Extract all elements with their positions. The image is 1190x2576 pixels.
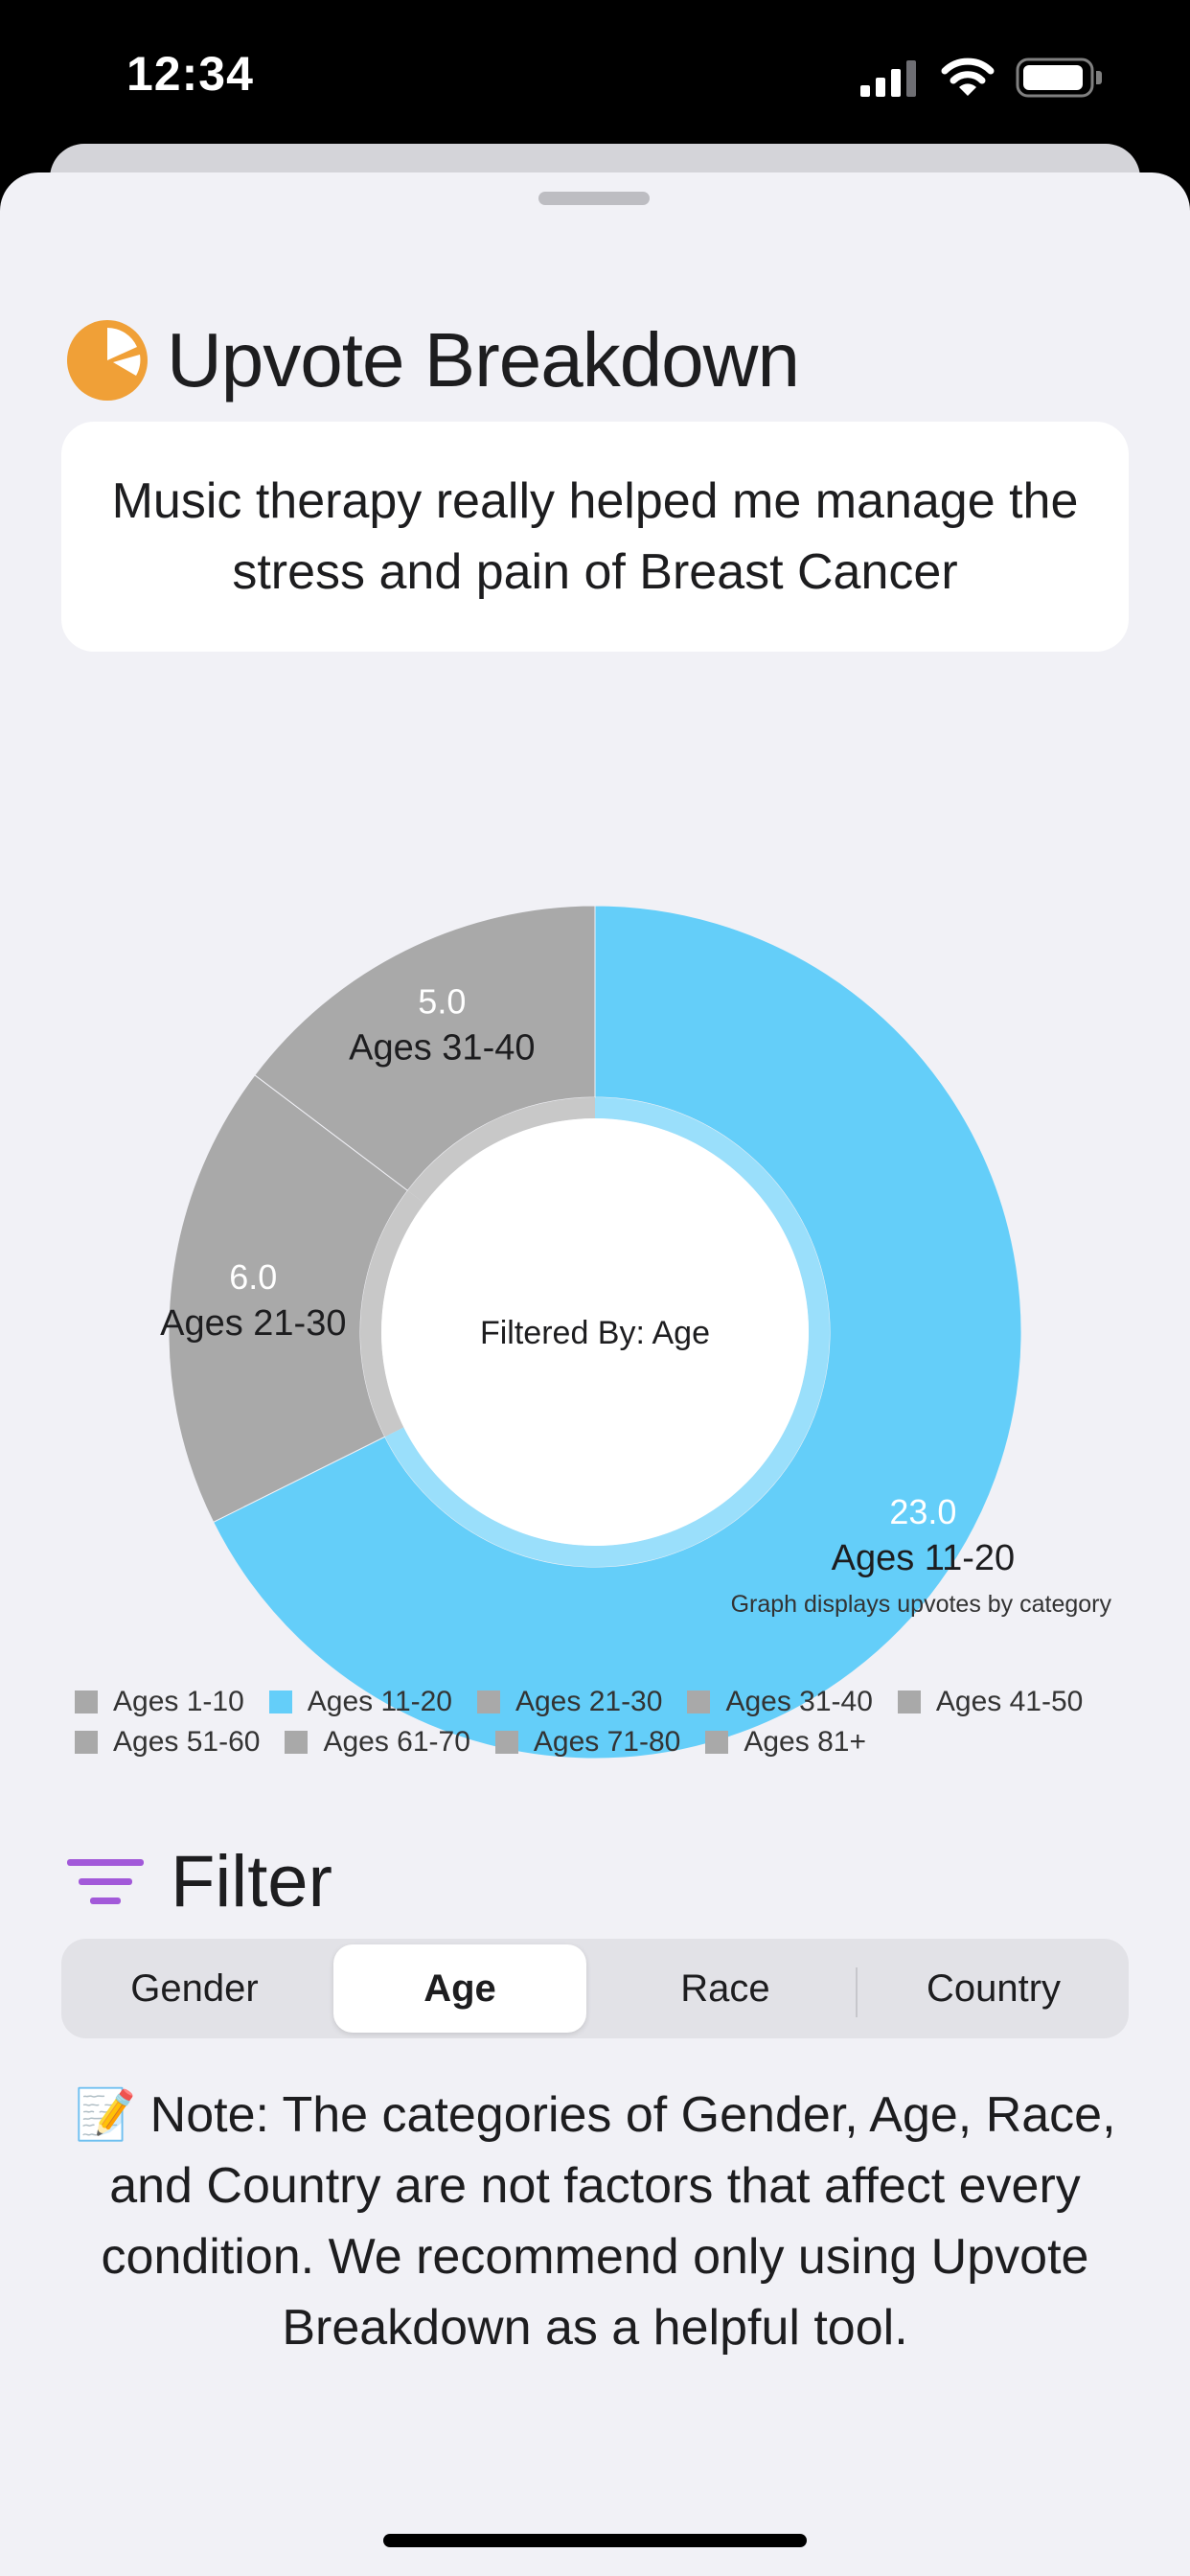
donut-inner-ring xyxy=(360,1190,425,1438)
chart-legend: Ages 1-10 Ages 11-20 Ages 21-30 Ages 31-40 A… xyxy=(75,1685,1129,1760)
legend-swatch xyxy=(476,1690,500,1714)
post-text: Music therapy really helped me manage th… xyxy=(111,473,1079,600)
legend-label: Ages 51-60 xyxy=(113,1726,261,1758)
donut-center-label: Filtered By: Age xyxy=(480,1315,710,1351)
legend-label: Ages 1-10 xyxy=(113,1686,244,1717)
chart-caption: Graph displays upvotes by category xyxy=(730,1591,1111,1618)
legend-label: Ages 21-30 xyxy=(515,1686,663,1717)
wifi-icon xyxy=(941,58,995,96)
slice-value-label: 5.0 xyxy=(418,981,466,1021)
legend-swatch xyxy=(285,1731,309,1754)
legend-label: Ages 81+ xyxy=(744,1726,866,1758)
upvote-breakdown-sheet: Upvote Breakdown Music therapy really he… xyxy=(0,172,1190,2576)
memo-icon: 📝 xyxy=(74,2087,137,2143)
legend-label: Ages 61-70 xyxy=(323,1726,470,1758)
upvote-donut-chart: 23.0 Ages 11-20 6.0 Ages 21-30 5.0 Ages 31-40… xyxy=(160,905,1022,1760)
cellular-signal-icon xyxy=(860,60,916,97)
slice-value-label: 23.0 xyxy=(889,1492,956,1531)
segment-gender-label: Gender xyxy=(130,1966,259,2010)
legend-swatch xyxy=(75,1690,98,1714)
filter-header: Filter xyxy=(67,1840,332,1923)
slice-category-label: Ages 21-30 xyxy=(160,1303,346,1344)
legend-item: Ages 71-80 xyxy=(494,1725,681,1760)
legend-item: Ages 41-50 xyxy=(897,1685,1084,1719)
battery-icon xyxy=(1016,58,1102,98)
sheet-grabber[interactable] xyxy=(538,192,650,205)
segment-age-label: Age xyxy=(423,1966,496,2010)
status-bar: 12:34 xyxy=(0,0,1190,163)
legend-item: Ages 81+ xyxy=(705,1725,866,1760)
note-text: Note: The categories of Gender, Age, Rac… xyxy=(101,2087,1116,2356)
donut-center xyxy=(381,1118,809,1546)
segment-divider xyxy=(856,1967,858,2017)
title-row: Upvote Breakdown xyxy=(67,316,800,404)
legend-label: Ages 71-80 xyxy=(533,1726,681,1758)
segment-race-label: Race xyxy=(680,1966,770,2010)
slice-value-label: 6.0 xyxy=(229,1257,277,1297)
legend-swatch xyxy=(494,1731,518,1754)
legend-label: Ages 31-40 xyxy=(725,1686,873,1717)
status-time: 12:34 xyxy=(126,47,254,101)
legend-swatch xyxy=(268,1690,292,1714)
filter-segmented-control: Gender Age Race Country xyxy=(61,1939,1129,2038)
legend-item: Ages 21-30 xyxy=(476,1685,663,1719)
pie-chart-icon xyxy=(67,320,148,401)
legend-item: Ages 61-70 xyxy=(285,1725,470,1760)
home-indicator[interactable] xyxy=(383,2534,807,2547)
segment-country[interactable]: Country xyxy=(864,1944,1123,2033)
legend-swatch xyxy=(75,1731,98,1754)
status-icons xyxy=(860,58,1104,98)
page-title: Upvote Breakdown xyxy=(167,317,800,402)
note-text-block: 📝 Note: The categories of Gender, Age, R… xyxy=(48,2080,1142,2363)
post-card: Music therapy really helped me manage th… xyxy=(61,422,1129,652)
segment-race[interactable]: Race xyxy=(598,1944,853,2033)
legend-label: Ages 11-20 xyxy=(307,1686,452,1717)
slice-category-label: Ages 11-20 xyxy=(832,1538,1016,1578)
legend-item: Ages 11-20 xyxy=(268,1685,452,1719)
legend-swatch xyxy=(687,1690,711,1714)
legend-swatch xyxy=(705,1731,729,1754)
legend-swatch xyxy=(897,1690,921,1714)
segment-age[interactable]: Age xyxy=(333,1944,586,2033)
legend-label: Ages 41-50 xyxy=(935,1686,1084,1717)
donut-inner-ring xyxy=(407,1097,595,1204)
legend-item: Ages 1-10 xyxy=(75,1685,244,1719)
legend-item: Ages 51-60 xyxy=(75,1725,260,1760)
filter-lines-icon xyxy=(67,1858,144,1904)
segment-gender[interactable]: Gender xyxy=(67,1944,322,2033)
segment-country-label: Country xyxy=(926,1966,1062,2010)
slice-category-label: Ages 31-40 xyxy=(349,1027,535,1068)
filter-title: Filter xyxy=(171,1841,332,1922)
legend-item: Ages 31-40 xyxy=(687,1685,873,1719)
